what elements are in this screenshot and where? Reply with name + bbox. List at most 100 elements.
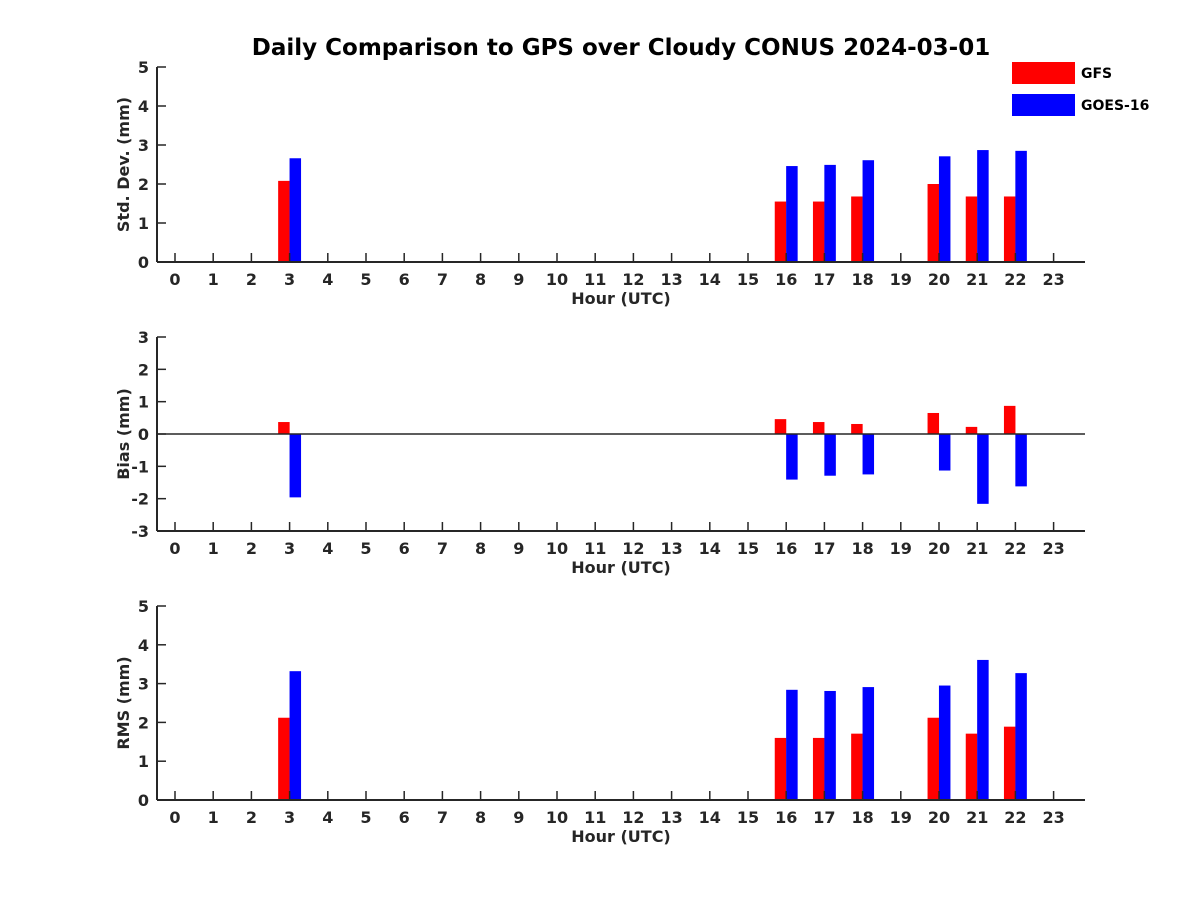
bar-goes-16-hour-20	[938, 434, 951, 471]
bar-gfs-hour-17	[812, 422, 825, 434]
x-axis-label: Hour (UTC)	[571, 289, 671, 308]
bar-goes-16-hour-20	[938, 156, 951, 262]
x-tick-label: 3	[284, 808, 295, 827]
legend-swatch-goes-16	[1012, 94, 1075, 116]
bar-goes-16-hour-21	[977, 150, 989, 262]
bar-goes-16-hour-22	[1015, 673, 1027, 800]
x-tick-label: 2	[246, 539, 257, 558]
x-tick-label: 4	[322, 539, 333, 558]
x-tick-label: 7	[437, 808, 448, 827]
x-tick-label: 23	[1042, 808, 1064, 827]
x-tick-label: 12	[622, 270, 644, 289]
y-tick-label: 4	[138, 97, 149, 116]
x-tick-label: 18	[851, 539, 873, 558]
x-tick-label: 13	[660, 539, 682, 558]
x-tick-label: 11	[584, 270, 606, 289]
bar-goes-16-hour-21	[977, 434, 989, 504]
bar-gfs-hour-17	[812, 201, 825, 262]
x-tick-label: 2	[246, 270, 257, 289]
x-tick-label: 18	[851, 808, 873, 827]
x-tick-label: 0	[169, 539, 180, 558]
x-tick-label: 20	[928, 539, 950, 558]
x-tick-label: 17	[813, 808, 835, 827]
bar-gfs-hour-21	[965, 196, 978, 262]
x-tick-label: 6	[399, 539, 410, 558]
bar-goes-16-hour-18	[862, 434, 875, 475]
bar-gfs-hour-20	[927, 412, 940, 434]
bar-goes-16-hour-3	[289, 671, 302, 800]
x-tick-label: 6	[399, 808, 410, 827]
legend-swatch-gfs	[1012, 62, 1075, 84]
x-tick-label: 15	[737, 539, 759, 558]
x-tick-label: 15	[737, 270, 759, 289]
x-tick-label: 4	[322, 270, 333, 289]
bar-goes-16-hour-3	[289, 434, 302, 498]
x-tick-label: 17	[813, 539, 835, 558]
x-tick-label: 1	[208, 539, 219, 558]
y-tick-label: 3	[138, 328, 149, 347]
x-tick-label: 19	[890, 808, 912, 827]
bar-goes-16-hour-18	[862, 687, 875, 800]
x-tick-label: 2	[246, 808, 257, 827]
x-tick-label: 11	[584, 539, 606, 558]
x-tick-label: 16	[775, 808, 797, 827]
x-tick-label: 1	[208, 808, 219, 827]
x-tick-label: 12	[622, 808, 644, 827]
x-tick-label: 13	[660, 270, 682, 289]
bar-goes-16-hour-16	[786, 434, 798, 480]
bar-gfs-hour-20	[927, 184, 940, 262]
x-tick-label: 16	[775, 270, 797, 289]
x-tick-label: 15	[737, 808, 759, 827]
bar-goes-16-hour-3	[289, 158, 302, 262]
y-axis-label: RMS (mm)	[114, 656, 133, 749]
bar-gfs-hour-21	[965, 733, 978, 800]
x-tick-label: 9	[513, 808, 524, 827]
y-tick-label: 0	[138, 425, 149, 444]
bar-gfs-hour-21	[965, 426, 978, 434]
bar-goes-16-hour-22	[1015, 434, 1027, 487]
bar-gfs-hour-22	[1003, 196, 1016, 262]
bar-gfs-hour-18	[851, 196, 863, 262]
y-tick-label: 2	[138, 175, 149, 194]
y-tick-label: 1	[138, 752, 149, 771]
y-tick-label: -3	[131, 522, 149, 541]
bar-goes-16-hour-20	[938, 685, 951, 800]
x-axis-label: Hour (UTC)	[571, 558, 671, 577]
y-tick-label: 0	[138, 791, 149, 810]
y-tick-label: 5	[138, 58, 149, 77]
x-tick-label: 8	[475, 270, 486, 289]
bar-goes-16-hour-16	[786, 689, 798, 800]
x-tick-label: 5	[360, 808, 371, 827]
x-tick-label: 22	[1004, 539, 1026, 558]
y-tick-label: 3	[138, 136, 149, 155]
x-tick-label: 14	[699, 808, 721, 827]
x-tick-label: 20	[928, 270, 950, 289]
x-tick-label: 5	[360, 270, 371, 289]
y-tick-label: 0	[138, 253, 149, 272]
x-tick-label: 20	[928, 808, 950, 827]
y-tick-label: 5	[138, 597, 149, 616]
x-tick-label: 21	[966, 808, 988, 827]
bar-gfs-hour-16	[774, 201, 787, 262]
x-tick-label: 11	[584, 808, 606, 827]
bar-goes-16-hour-17	[824, 434, 836, 476]
x-tick-label: 16	[775, 539, 797, 558]
x-tick-label: 14	[699, 539, 721, 558]
x-tick-label: 4	[322, 808, 333, 827]
x-tick-label: 3	[284, 270, 295, 289]
y-tick-label: 4	[138, 636, 149, 655]
x-tick-label: 13	[660, 808, 682, 827]
x-tick-label: 12	[622, 539, 644, 558]
bar-gfs-hour-22	[1003, 726, 1016, 800]
x-tick-label: 1	[208, 270, 219, 289]
y-tick-label: 1	[138, 214, 149, 233]
x-tick-label: 19	[890, 270, 912, 289]
x-tick-label: 7	[437, 539, 448, 558]
legend: GFS GOES-16	[1012, 62, 1149, 116]
bar-gfs-hour-16	[774, 419, 787, 434]
y-tick-label: -2	[131, 490, 149, 509]
bar-gfs-hour-16	[774, 737, 787, 800]
bar-gfs-hour-18	[851, 423, 863, 434]
